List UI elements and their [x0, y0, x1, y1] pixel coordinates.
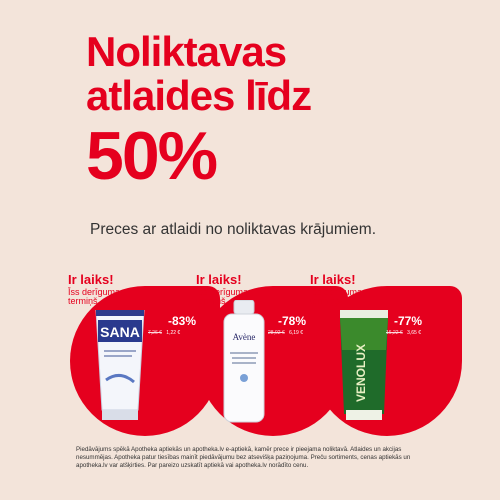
product-brand: VENOLUX [354, 344, 368, 402]
badge-title: Ir laiks! [196, 272, 242, 287]
price-info: 28,02 € 6,19 € [268, 330, 303, 336]
old-price: 7,26 € [148, 330, 162, 336]
badge-subtitle: Īss derīguma termiņš [68, 287, 121, 306]
discount-label: -77% [394, 314, 423, 328]
badge-title: Ir laiks! [310, 272, 356, 287]
product-card-sana[interactable]: Ir laiks! Īss derīguma termiņš SANA -83%… [60, 272, 220, 436]
price-info: 16,22 € 3,65 € [386, 330, 421, 336]
headline-percent: 50% [86, 118, 218, 194]
headline: Noliktavas atlaides līdz 50% [86, 28, 312, 195]
headline-line-2: atlaides līdz [86, 72, 312, 119]
badge-subtitle: Īss derīguma termiņš [310, 287, 363, 306]
headline-line-1: Noliktavas [86, 28, 287, 75]
old-price: 16,22 € [386, 330, 403, 336]
price-info: 7,26 € 1,22 € [148, 330, 180, 336]
badge-title: Ir laiks! [68, 272, 114, 287]
discount-label: -78% [278, 314, 307, 328]
product-card-venolux[interactable]: Ir laiks! Īss derīguma termiņš VENOLUX -… [302, 272, 462, 436]
subtitle: Preces ar atlaidi no noliktavas krājumie… [90, 221, 377, 238]
product-brand: Avène [233, 332, 256, 342]
new-price: 6,19 € [289, 330, 303, 336]
disclaimer-text: Piedāvājums spēkā Apotheka aptiekās un a… [76, 446, 411, 469]
venolux-tube-image: VENOLUX [340, 310, 388, 420]
new-price: 3,65 € [407, 330, 421, 336]
new-price: 1,22 € [166, 330, 181, 336]
old-price: 28,02 € [268, 330, 285, 336]
discount-label: -83% [168, 314, 197, 328]
red-drop-shape [70, 286, 220, 436]
badge-subtitle: Īss derīguma termiņš [196, 287, 249, 306]
product-brand: SANA [100, 324, 140, 340]
sana-tube-image: SANA [95, 310, 145, 420]
avene-spray-image: Avène [223, 300, 265, 423]
